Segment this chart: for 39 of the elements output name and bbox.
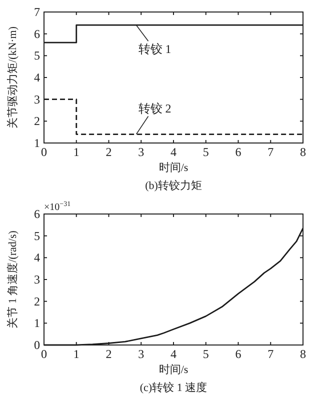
y-tick-label: 2 (34, 294, 40, 308)
y-tick-label: 3 (34, 272, 40, 286)
x-tick-label: 8 (300, 145, 306, 159)
y-tick-label: 1 (34, 316, 40, 330)
x-tick-label: 2 (106, 145, 112, 159)
y-tick-label: 6 (34, 26, 40, 41)
x-tick-label: 5 (202, 347, 209, 361)
x-tick-label: 4 (170, 145, 176, 159)
y-tick-label: 4 (34, 250, 40, 265)
x-tick-label: 4 (170, 347, 176, 361)
text: ×10$^{−31}$ (44, 200, 72, 213)
x-tick-label: 6 (235, 145, 242, 159)
x-tick-label: 8 (300, 347, 306, 361)
x-tick-label: 7 (268, 347, 274, 361)
x-axis-title: 时间/s (158, 161, 188, 174)
series-label: 转铰 2 (138, 101, 172, 116)
x-tick-label: 1 (73, 347, 80, 361)
x-tick-label: 6 (235, 347, 242, 361)
y-tick-label: 1 (34, 136, 40, 150)
y-tick-label: 7 (34, 5, 40, 19)
y-tick-label: 0 (34, 338, 40, 352)
text: (c)转铰 1 速度 (140, 381, 208, 394)
legend-label: 转铰 1 (138, 42, 172, 56)
x-tick-label: 1 (73, 145, 80, 159)
text: (b)转铰力矩 (145, 179, 202, 192)
y-axis-title: 关节 1 角速度/(rad/s) (6, 230, 19, 328)
x-tick-label: 7 (268, 145, 274, 159)
y-tick-label: 5 (34, 228, 40, 243)
y-tick-label: 5 (34, 48, 40, 63)
x-tick-label: 2 (106, 347, 112, 361)
y-tick-label: 2 (34, 114, 40, 128)
y-tick-label: 3 (34, 92, 40, 106)
x-axis-title: 时间/s (158, 363, 188, 376)
x-tick-label: 3 (138, 145, 144, 159)
y-tick-label: 6 (34, 207, 40, 221)
y-axis-title: 关节驱动力矩/(kN·m) (6, 26, 19, 129)
x-tick-label: 3 (138, 347, 144, 361)
x-tick-label: 5 (202, 145, 209, 159)
y-tick-label: 4 (34, 70, 40, 84)
